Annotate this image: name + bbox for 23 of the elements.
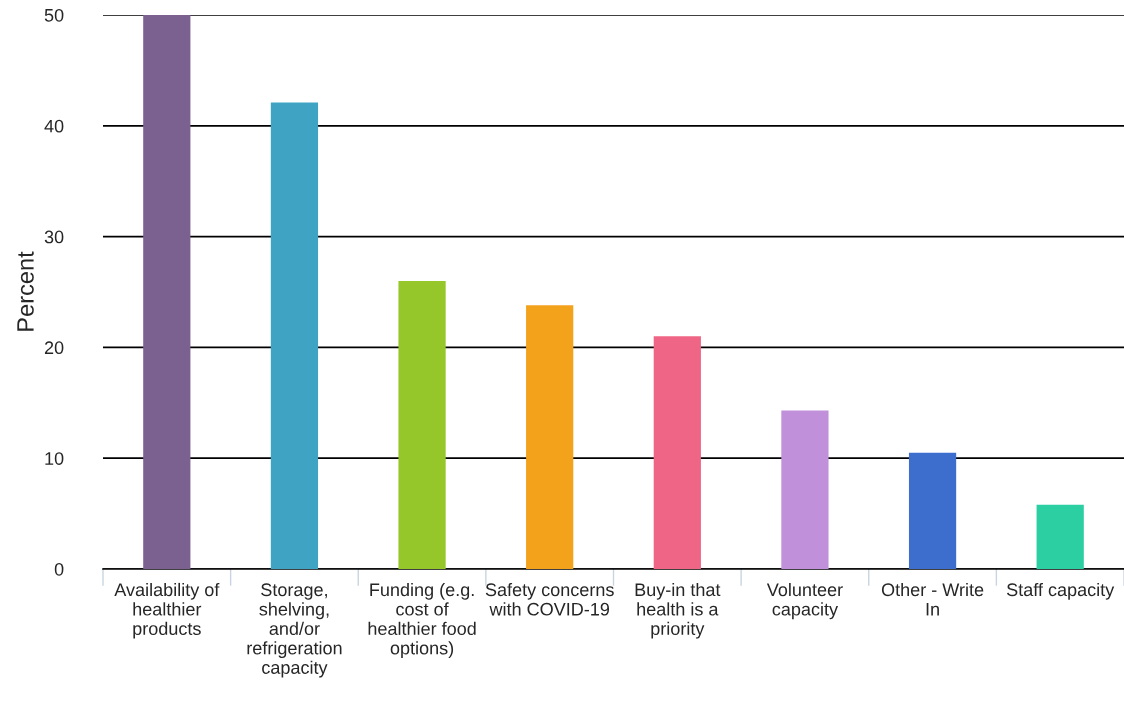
y-tick-label: 40 bbox=[44, 119, 64, 133]
bar bbox=[781, 410, 829, 569]
bar bbox=[270, 102, 319, 569]
y-tick-label: 0 bbox=[54, 562, 64, 576]
bar bbox=[908, 452, 957, 569]
x-tick-label: Funding (e.g. cost of healthier food options) bbox=[368, 582, 476, 659]
x-tick-label: Staff capacity bbox=[1006, 582, 1115, 600]
bar bbox=[526, 305, 574, 569]
y-axis-title: Percent bbox=[17, 251, 34, 331]
bar bbox=[1036, 504, 1084, 569]
y-tick-label: 20 bbox=[44, 341, 64, 355]
y-tick-label: 30 bbox=[44, 230, 64, 244]
y-tick-label: 10 bbox=[45, 452, 64, 465]
x-tick-label: Storage, shelving, and/or refrigeration capacity bbox=[247, 583, 342, 678]
bar bbox=[653, 336, 701, 569]
x-tick-label: Volunteer capacity bbox=[766, 582, 843, 620]
bar bbox=[143, 15, 191, 569]
y-tick-label: 50 bbox=[44, 8, 64, 22]
bar bbox=[398, 280, 446, 569]
x-tick-label: Availability of healthier products bbox=[114, 582, 220, 639]
x-tick-label: Buy-in that health is a priority bbox=[635, 582, 721, 639]
x-tick-label: Safety concerns with COVID-19 bbox=[485, 582, 614, 616]
x-tick-label: Other - Write In bbox=[881, 582, 984, 616]
